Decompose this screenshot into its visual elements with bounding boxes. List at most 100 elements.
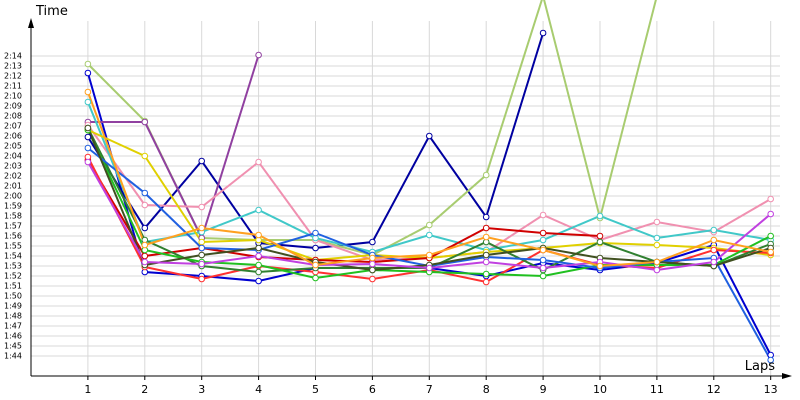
point [425, 264, 433, 272]
point [596, 232, 604, 240]
point [141, 252, 149, 260]
x-tick-label: 9 [540, 383, 547, 396]
point [369, 238, 376, 246]
point [767, 195, 774, 203]
point [141, 201, 149, 209]
point [653, 218, 661, 226]
y-tick-label: 2:04 [4, 152, 22, 161]
point [198, 224, 205, 232]
plot [84, 0, 774, 364]
y-arrow [28, 18, 34, 28]
point [653, 258, 661, 266]
y-tick-label: 1:47 [4, 322, 22, 331]
point [255, 268, 262, 276]
y-tick-label: 2:10 [4, 92, 22, 101]
point [710, 258, 718, 266]
x-tick-label: 2 [141, 383, 148, 396]
point [425, 251, 433, 259]
point [710, 236, 718, 244]
point [141, 152, 149, 160]
point [653, 266, 661, 274]
point [653, 241, 661, 249]
point [312, 244, 319, 252]
point [255, 231, 262, 239]
y-tick-label: 2:07 [4, 122, 22, 131]
point [539, 246, 547, 254]
y-tick-label: 2:03 [4, 162, 22, 171]
point [767, 248, 774, 256]
point [539, 256, 547, 264]
y-tick-label: 1:57 [4, 222, 22, 231]
y-tick-label: 1:59 [4, 202, 22, 211]
point [84, 133, 92, 141]
point [84, 69, 92, 77]
x-tick-label: 5 [312, 383, 319, 396]
x-tick-label: 3 [198, 383, 205, 396]
point [482, 258, 490, 266]
point [312, 261, 319, 269]
point [198, 244, 205, 252]
point [767, 210, 774, 218]
x-tick-label: 12 [707, 383, 721, 396]
y-tick-label: 1:48 [4, 312, 22, 321]
y-tick-label: 1:53 [4, 262, 22, 271]
point [710, 246, 718, 254]
y-tick-label: 2:09 [4, 102, 22, 111]
point [84, 60, 92, 68]
point [141, 189, 149, 197]
point [596, 212, 604, 220]
point [198, 203, 205, 211]
point [539, 229, 547, 237]
point [482, 233, 490, 241]
point [255, 252, 262, 260]
point [596, 238, 604, 246]
point [255, 244, 262, 252]
point [84, 98, 92, 106]
point [369, 275, 376, 283]
point [596, 262, 604, 270]
x-tick-label: 8 [483, 383, 490, 396]
point [84, 124, 92, 132]
point [653, 234, 661, 242]
point [482, 224, 490, 232]
x-tick-label: 6 [369, 383, 376, 396]
point [369, 266, 376, 274]
point [369, 260, 376, 268]
point [539, 272, 547, 280]
y-tick-label: 1:44 [4, 352, 22, 361]
y-tick-label: 2:13 [4, 62, 22, 71]
y-tick-label: 2:14 [4, 52, 22, 61]
y-tick-label: 1:46 [4, 332, 22, 341]
y-axis-label: Time [35, 4, 68, 19]
y-tick-label: 2:08 [4, 112, 22, 121]
x-tick-label: 7 [426, 383, 433, 396]
x-tick-label: 1 [84, 383, 91, 396]
point [141, 118, 149, 126]
y-tick-label: 2:02 [4, 172, 22, 181]
y-tick-label: 2:05 [4, 142, 22, 151]
point [767, 356, 774, 364]
point [369, 254, 376, 262]
y-tick-label: 2:12 [4, 72, 22, 81]
y-tick-label: 1:58 [4, 212, 22, 221]
x-tick-label: 11 [650, 383, 664, 396]
point [482, 270, 490, 278]
y-tick-label: 2:00 [4, 192, 22, 201]
point [482, 251, 490, 259]
point [539, 29, 547, 37]
point [482, 278, 490, 286]
point [255, 158, 262, 166]
point [255, 51, 262, 59]
x-tick-label: 13 [764, 383, 778, 396]
point [141, 241, 149, 249]
point [425, 221, 433, 229]
y-tick-label: 1:51 [4, 282, 22, 291]
point [482, 171, 490, 179]
point [482, 213, 490, 221]
point [198, 251, 205, 259]
y-tick-label: 1:52 [4, 272, 22, 281]
point [198, 260, 205, 268]
y-tick-label: 1:54 [4, 252, 22, 261]
